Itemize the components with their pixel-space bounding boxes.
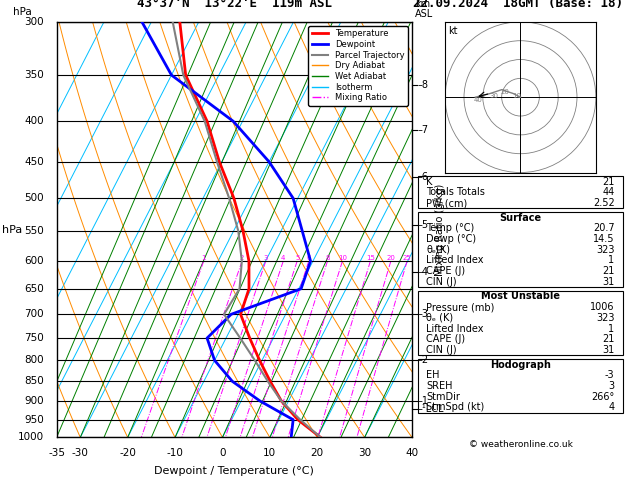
- Text: 750: 750: [25, 333, 44, 343]
- Text: 21: 21: [602, 177, 615, 187]
- Text: 550: 550: [25, 226, 44, 236]
- Text: 10: 10: [512, 93, 521, 99]
- Text: 300: 300: [25, 17, 44, 27]
- Text: Surface: Surface: [499, 213, 542, 223]
- Text: –2: –2: [418, 355, 429, 365]
- Text: CAPE (J): CAPE (J): [426, 334, 465, 344]
- Text: 500: 500: [25, 193, 44, 203]
- Text: CIN (J): CIN (J): [426, 277, 457, 287]
- Text: 20.7: 20.7: [593, 224, 615, 233]
- Text: 650: 650: [25, 284, 44, 294]
- Text: kt: kt: [448, 26, 458, 36]
- Text: 600: 600: [25, 256, 44, 266]
- Text: Lifted Index: Lifted Index: [426, 256, 484, 265]
- Text: PW (cm): PW (cm): [426, 198, 468, 208]
- Text: -10: -10: [167, 448, 184, 458]
- Text: θₑ (K): θₑ (K): [426, 313, 454, 323]
- Text: Totals Totals: Totals Totals: [426, 188, 486, 197]
- Text: –1: –1: [418, 396, 429, 406]
- Text: 323: 323: [596, 245, 615, 255]
- Text: 400: 400: [25, 116, 44, 126]
- Text: 3: 3: [264, 255, 268, 261]
- Text: Hodograph: Hodograph: [490, 360, 551, 369]
- Legend: Temperature, Dewpoint, Parcel Trajectory, Dry Adiabat, Wet Adiabat, Isotherm, Mi: Temperature, Dewpoint, Parcel Trajectory…: [308, 26, 408, 105]
- Text: –8: –8: [418, 80, 429, 90]
- Text: 6: 6: [306, 255, 311, 261]
- Text: hPa: hPa: [3, 225, 23, 235]
- Text: 40: 40: [474, 97, 483, 103]
- Text: 1: 1: [608, 256, 615, 265]
- Text: -20: -20: [120, 448, 136, 458]
- Text: 40: 40: [406, 448, 418, 458]
- Text: 0: 0: [219, 448, 226, 458]
- Text: 450: 450: [25, 157, 44, 167]
- Text: km
ASL: km ASL: [415, 0, 433, 19]
- Text: 15: 15: [366, 255, 375, 261]
- Text: 20: 20: [311, 448, 324, 458]
- Text: 3: 3: [608, 381, 615, 391]
- Text: 21: 21: [602, 266, 615, 276]
- Text: Pressure (mb): Pressure (mb): [426, 302, 495, 312]
- Text: 1: 1: [608, 324, 615, 333]
- Text: © weatheronline.co.uk: © weatheronline.co.uk: [469, 440, 572, 449]
- Text: Dewpoint / Temperature (°C): Dewpoint / Temperature (°C): [154, 467, 314, 476]
- Text: 31: 31: [603, 277, 615, 287]
- Text: -3: -3: [605, 370, 615, 380]
- Text: CIN (J): CIN (J): [426, 345, 457, 355]
- Text: 2.52: 2.52: [593, 198, 615, 208]
- Text: 25: 25: [403, 255, 411, 261]
- Text: 20: 20: [386, 255, 395, 261]
- Text: Mixing Ratio (g/kg): Mixing Ratio (g/kg): [435, 184, 445, 276]
- Text: –6: –6: [418, 172, 429, 182]
- Text: -35: -35: [48, 448, 65, 458]
- Text: –7: –7: [418, 125, 429, 135]
- Text: Dewp (°C): Dewp (°C): [426, 234, 477, 244]
- Text: 4: 4: [608, 402, 615, 412]
- Text: 4: 4: [281, 255, 286, 261]
- Text: hPa: hPa: [13, 7, 31, 17]
- Text: K: K: [426, 177, 433, 187]
- Text: 21: 21: [602, 334, 615, 344]
- Text: CAPE (J): CAPE (J): [426, 266, 465, 276]
- Text: –¹LCL: –¹LCL: [418, 403, 444, 414]
- Text: 800: 800: [25, 355, 44, 365]
- Text: 43°37'N  13°22'E  119m ASL: 43°37'N 13°22'E 119m ASL: [136, 0, 332, 10]
- Text: –4: –4: [418, 267, 429, 278]
- Text: Lifted Index: Lifted Index: [426, 324, 484, 333]
- Text: Most Unstable: Most Unstable: [481, 292, 560, 301]
- Text: Temp (°C): Temp (°C): [426, 224, 475, 233]
- Text: -30: -30: [72, 448, 89, 458]
- Text: 850: 850: [25, 376, 44, 386]
- Text: 10: 10: [338, 255, 347, 261]
- Text: 900: 900: [25, 396, 44, 406]
- Text: StmSpd (kt): StmSpd (kt): [426, 402, 485, 412]
- Text: 1006: 1006: [590, 302, 615, 312]
- Text: 14.5: 14.5: [593, 234, 615, 244]
- Text: θₑ(K): θₑ(K): [426, 245, 450, 255]
- Text: EH: EH: [426, 370, 440, 380]
- Text: 950: 950: [25, 415, 44, 425]
- Text: 30: 30: [358, 448, 371, 458]
- Text: StmDir: StmDir: [426, 392, 460, 401]
- Text: 44: 44: [603, 188, 615, 197]
- Text: 5: 5: [295, 255, 299, 261]
- Text: –5: –5: [418, 220, 429, 230]
- Text: 1000: 1000: [18, 433, 44, 442]
- Text: 22.09.2024  18GMT (Base: 18): 22.09.2024 18GMT (Base: 18): [413, 0, 623, 10]
- Text: 1: 1: [201, 255, 206, 261]
- Text: 30: 30: [489, 93, 498, 99]
- Text: 700: 700: [25, 309, 44, 319]
- Text: 2: 2: [240, 255, 244, 261]
- Text: SREH: SREH: [426, 381, 453, 391]
- Text: 10: 10: [264, 448, 276, 458]
- Text: 350: 350: [25, 70, 44, 80]
- Text: 20: 20: [501, 89, 509, 95]
- Text: 8: 8: [325, 255, 330, 261]
- Text: –3: –3: [418, 309, 429, 319]
- Text: 31: 31: [603, 345, 615, 355]
- Text: 266°: 266°: [591, 392, 615, 401]
- Text: 323: 323: [596, 313, 615, 323]
